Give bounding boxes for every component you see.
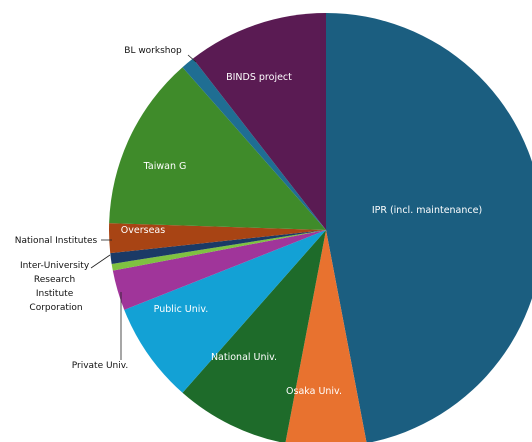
pie-slice-national-institutes — [110, 230, 327, 264]
label-taiwan-g: Taiwan G — [143, 161, 187, 172]
label-inter-university: Inter-University Research Institute Corp… — [20, 261, 92, 313]
label-binds-project: BINDS project — [226, 72, 292, 83]
label-inter-university-line1: Inter-University — [20, 261, 90, 271]
label-ipr: IPR (incl. maintenance) — [372, 205, 482, 216]
pie-slice-overseas — [109, 223, 327, 254]
leader-lines — [90, 54, 197, 360]
pie-slice-national-univ — [182, 230, 326, 442]
pie-slice-osaka-univ — [285, 230, 367, 442]
label-national-institutes: National Institutes — [15, 236, 98, 246]
pie-slice-inter-university-research-institute-corporation — [111, 230, 326, 271]
label-bl-workshop: BL workshop — [124, 46, 182, 56]
pie-slice-binds-project — [193, 13, 326, 230]
label-national-univ: National Univ. — [211, 352, 277, 363]
label-private-univ: Private Univ. — [72, 361, 129, 371]
pie-slices — [109, 13, 532, 442]
pie-slice-ipr-incl-maintenance — [326, 13, 532, 442]
slice-labels: IPR (incl. maintenance) Osaka Univ. Nati… — [15, 46, 482, 397]
label-inter-university-line3: Institute — [36, 289, 74, 299]
pie-slice-public-univ — [124, 230, 327, 393]
label-public-univ: Public Univ. — [154, 304, 209, 315]
leader-bl-workshop — [187, 54, 197, 63]
pie-slice-bl-workshop — [182, 58, 326, 230]
label-osaka-univ: Osaka Univ. — [286, 386, 342, 397]
label-overseas: Overseas — [121, 225, 165, 236]
label-inter-university-line4: Corporation — [29, 303, 82, 313]
pie-slice-private-univ — [112, 230, 326, 310]
leader-inter-university — [90, 254, 111, 269]
pie-slice-taiwan-g — [109, 67, 326, 230]
label-inter-university-line2: Research — [34, 275, 75, 285]
